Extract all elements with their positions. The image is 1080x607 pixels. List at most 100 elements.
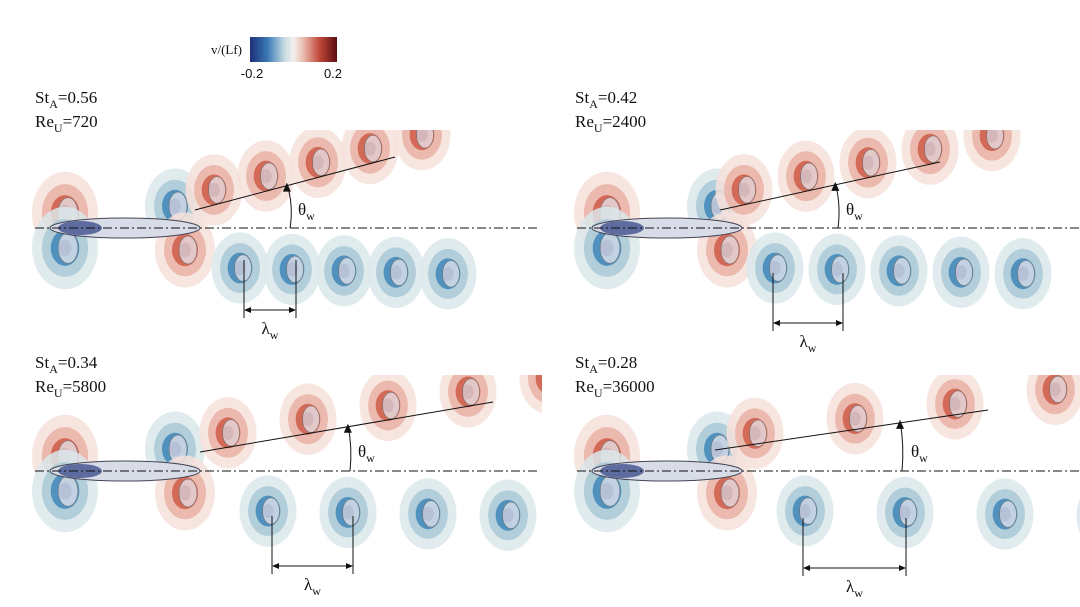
vortex-core	[338, 257, 356, 285]
wake-angle-line	[719, 161, 941, 211]
theta-label-sub: w	[306, 209, 315, 223]
vortex-core	[57, 232, 79, 264]
reynolds-label: ReU=5800	[35, 377, 106, 400]
vortex-core	[831, 255, 849, 284]
lambda-label-sub: w	[312, 584, 321, 598]
strouhal-label-base: St	[35, 353, 49, 372]
reynolds-label-sub: U	[594, 386, 603, 400]
strouhal-label-sub: A	[49, 362, 58, 376]
vortex-core	[390, 258, 408, 287]
reynolds-label-value: =2400	[603, 112, 647, 131]
reynolds-label: ReU=2400	[575, 112, 646, 135]
strouhal-label: StA=0.28	[575, 353, 637, 376]
arrow-head	[896, 419, 905, 429]
lambda-label-sub: w	[808, 341, 817, 355]
lambda-label: λw	[304, 575, 321, 598]
arrow-head	[282, 182, 291, 192]
reynolds-label: ReU=720	[35, 112, 98, 135]
vortex-core	[222, 419, 240, 447]
reynolds-label-value: =5800	[63, 377, 107, 396]
reynolds-label-sub: U	[54, 386, 63, 400]
vortex-core	[893, 257, 911, 285]
theta-label-sub: w	[366, 451, 375, 465]
vortex-core	[599, 475, 621, 507]
lambda-label: λw	[846, 577, 863, 600]
arrow-head	[773, 320, 843, 326]
strouhal-label-value: =0.56	[58, 88, 97, 107]
flow-field	[32, 365, 559, 551]
vortex-core	[862, 149, 880, 177]
colorbar-label: v/(Lf)	[211, 42, 242, 57]
fish-head	[58, 464, 102, 478]
theta-label-base: θ	[911, 442, 919, 461]
vortex-core	[986, 130, 1004, 150]
reynolds-label-value: =720	[63, 112, 98, 131]
vortex-core	[342, 498, 360, 527]
colorbar-min: -0.2	[241, 66, 263, 81]
reynolds-label-base: Re	[575, 377, 594, 396]
lambda-label-sub: w	[270, 328, 279, 342]
vortex-core	[178, 478, 198, 508]
vortex-core	[924, 135, 942, 163]
strouhal-label: StA=0.34	[35, 353, 98, 376]
vortex-core	[999, 500, 1017, 528]
vortex-core	[416, 130, 434, 149]
vortex-core	[57, 475, 79, 507]
reynolds-label-base: Re	[35, 112, 54, 131]
lambda-label-base: λ	[800, 332, 809, 351]
vortex	[528, 375, 542, 402]
theta-label: θw	[846, 200, 863, 223]
vortex-core	[1017, 259, 1035, 288]
strouhal-label: StA=0.56	[35, 88, 97, 111]
vortex-core	[502, 501, 520, 530]
vortex-core	[769, 254, 787, 282]
strouhal-label-base: St	[35, 88, 49, 107]
strouhal-label-sub: A	[589, 362, 598, 376]
reynolds-label-value: =36000	[603, 377, 655, 396]
vortex-core	[955, 258, 973, 286]
vortex-core	[799, 497, 817, 525]
vortex-core	[542, 365, 559, 392]
reynolds-label: ReU=36000	[575, 377, 655, 400]
vortex-core	[720, 235, 740, 265]
vortex	[1076, 498, 1080, 533]
vortex-core	[302, 405, 320, 433]
strouhal-label-base: St	[575, 88, 589, 107]
lambda-label-sub: w	[854, 586, 863, 600]
flow-field	[574, 130, 1052, 310]
arrow-head	[831, 181, 840, 191]
colorbar	[250, 37, 337, 62]
vortex-core	[234, 254, 252, 282]
fish-head	[600, 464, 644, 478]
lambda-label: λw	[800, 332, 817, 355]
fish-head	[58, 221, 102, 235]
vortex-core	[800, 162, 818, 190]
flow-field	[32, 130, 477, 310]
theta-label: θw	[298, 200, 315, 223]
colorbar-max: 0.2	[324, 66, 342, 81]
strouhal-label-value: =0.42	[598, 88, 637, 107]
lambda-label: λw	[262, 319, 279, 342]
theta-label: θw	[911, 442, 928, 465]
vortex-core	[422, 500, 440, 528]
vortex-core	[462, 378, 480, 406]
vortex-core	[1049, 375, 1067, 404]
theta-label: θw	[358, 442, 375, 465]
lambda-label-base: λ	[304, 575, 313, 594]
vortex	[519, 375, 542, 414]
vortex-core	[738, 176, 756, 204]
wake-angle-line	[194, 156, 396, 211]
vortex-core	[899, 498, 917, 527]
vortex-core	[849, 404, 867, 433]
vortex-core	[262, 497, 280, 525]
strouhal-label: StA=0.42	[575, 88, 637, 111]
vortex-core	[312, 148, 330, 177]
flow-field	[574, 375, 1080, 550]
vortex-core	[599, 232, 621, 264]
vortex	[535, 375, 542, 392]
vortex-core	[382, 391, 400, 420]
vortex-core	[364, 134, 382, 163]
theta-label-base: θ	[846, 200, 854, 219]
vortex	[542, 371, 553, 385]
arrow-head	[343, 423, 352, 433]
